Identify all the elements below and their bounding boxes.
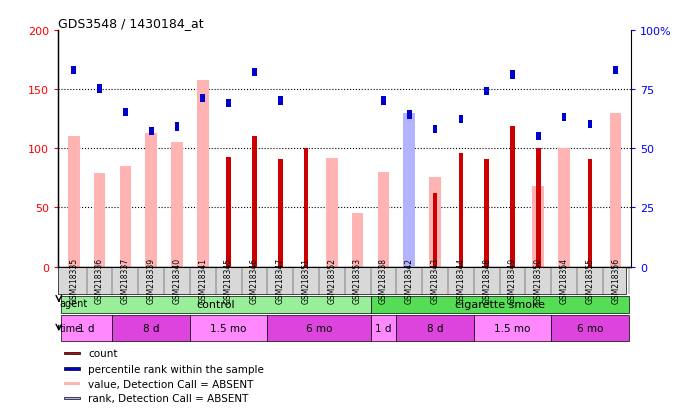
Text: GSM218353: GSM218353 [353,258,362,304]
Text: GSM218341: GSM218341 [198,258,207,304]
Bar [64,368,80,370]
Bar [352,214,364,267]
Bar [64,382,80,385]
Bar [226,100,231,108]
Bar [536,133,541,141]
Bar [190,316,268,342]
Text: GSM218339: GSM218339 [147,258,156,304]
Text: GSM218342: GSM218342 [405,258,414,304]
Text: GSM218350: GSM218350 [534,258,543,304]
Bar [377,173,389,267]
Bar [370,316,397,342]
Text: GSM218348: GSM218348 [482,258,491,304]
Text: GSM218335: GSM218335 [69,258,78,304]
Bar [278,97,283,105]
Text: time: time [60,323,82,334]
Bar [97,85,102,93]
Bar [429,177,441,267]
Text: 6 mo: 6 mo [306,323,332,334]
Bar [61,296,370,313]
Bar [123,109,128,117]
Bar [252,137,257,267]
Bar [58,267,626,294]
Bar [510,126,514,267]
Bar [551,316,628,342]
Text: GSM218340: GSM218340 [172,258,182,304]
Text: GSM218347: GSM218347 [276,258,285,304]
Text: GDS3548 / 1430184_at: GDS3548 / 1430184_at [58,17,204,30]
Text: GSM218344: GSM218344 [456,258,465,304]
Bar [71,66,76,75]
Bar [433,126,438,134]
Bar [613,66,618,75]
Bar [433,194,438,267]
Text: control: control [196,300,235,310]
Bar [304,149,308,267]
Bar [381,97,386,105]
Bar [370,296,628,313]
Text: 8 d: 8 d [427,323,443,334]
Text: GSM218337: GSM218337 [121,258,130,304]
Bar [458,116,463,124]
Text: GSM218356: GSM218356 [611,258,620,304]
Text: GSM218354: GSM218354 [560,258,569,304]
Bar [252,69,257,77]
Bar [268,316,370,342]
Text: GSM218345: GSM218345 [224,258,233,304]
Text: rank, Detection Call = ABSENT: rank, Detection Call = ABSENT [88,393,248,403]
Bar [326,158,338,267]
Bar [587,159,592,267]
Bar [484,159,489,267]
Bar [558,149,570,267]
Bar [458,154,463,267]
Text: GSM218346: GSM218346 [250,258,259,304]
Bar [145,134,157,267]
Bar [94,174,106,267]
Text: GSM218351: GSM218351 [302,258,311,304]
Text: GSM218336: GSM218336 [95,258,104,304]
Bar [532,187,544,267]
Bar [175,123,179,131]
Bar [403,168,415,267]
Bar [536,149,541,267]
Text: percentile rank within the sample: percentile rank within the sample [88,364,264,374]
Text: 6 mo: 6 mo [577,323,603,334]
Bar [407,111,412,119]
Bar [172,143,182,267]
Bar [484,88,489,96]
Bar [226,157,231,267]
Text: GSM218355: GSM218355 [585,258,594,304]
Text: count: count [88,348,117,358]
Bar [149,128,154,136]
Bar [64,397,80,399]
Bar [61,316,113,342]
Text: 1.5 mo: 1.5 mo [211,323,247,334]
Bar [403,114,415,267]
Bar [397,316,474,342]
Bar [610,114,622,267]
Text: GSM218352: GSM218352 [327,258,336,304]
Text: 1 d: 1 d [78,323,95,334]
Text: agent: agent [60,299,88,309]
Bar [113,316,190,342]
Text: 1 d: 1 d [375,323,392,334]
Text: GSM218349: GSM218349 [508,258,517,304]
Bar [197,81,209,267]
Bar [200,95,205,103]
Text: GSM218343: GSM218343 [431,258,440,304]
Text: 8 d: 8 d [143,323,159,334]
Bar [64,352,80,354]
Bar [587,121,592,129]
Bar [474,316,551,342]
Bar [68,137,80,267]
Text: cigarette smoke: cigarette smoke [455,300,545,310]
Text: value, Detection Call = ABSENT: value, Detection Call = ABSENT [88,379,253,389]
Bar [119,166,131,267]
Bar [510,71,514,79]
Text: 1.5 mo: 1.5 mo [494,323,530,334]
Bar [278,159,283,267]
Text: GSM218338: GSM218338 [379,258,388,304]
Bar [562,114,567,122]
